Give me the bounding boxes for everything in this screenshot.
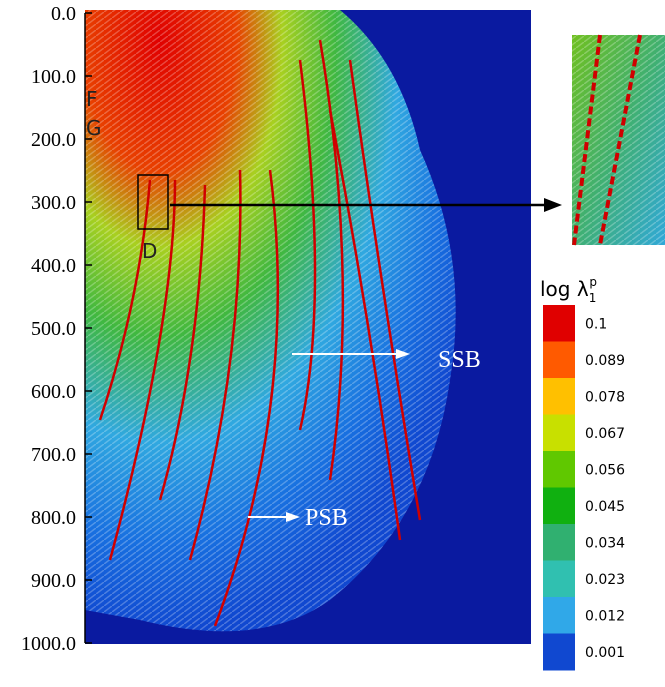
colorbar-label: 0.056	[585, 462, 625, 478]
colorbar-swatch	[543, 597, 575, 634]
colorbar-swatch	[543, 341, 575, 379]
y-tick-label: 600.0	[31, 381, 76, 403]
inset	[572, 34, 665, 246]
annotation: PSB	[305, 505, 348, 531]
colorbar-label: 0.023	[585, 572, 625, 588]
colorbar-swatch	[543, 378, 575, 415]
colorbar-swatch	[543, 305, 575, 342]
y-tick-label: 900.0	[31, 570, 76, 592]
colorbar-label: 0.045	[585, 499, 625, 515]
colorbar-label: 0.1	[585, 316, 607, 332]
y-tick-label: 300.0	[31, 192, 76, 214]
y-tick-label: 1000.0	[21, 633, 76, 655]
y-tick-label: 800.0	[31, 507, 76, 529]
annotation: G	[86, 116, 102, 140]
colorbar-label: 0.012	[585, 608, 625, 624]
colorbar-label: 0.067	[585, 426, 625, 442]
colorbar-swatch	[543, 560, 575, 598]
y-tick-label: 500.0	[31, 318, 76, 340]
annotation: F	[86, 87, 98, 111]
y-tick-label: 700.0	[31, 444, 76, 466]
field: SSB PSB F G D	[85, 10, 562, 644]
y-tick-label: 0.0	[51, 3, 76, 25]
colorbar-swatch	[543, 487, 575, 525]
y-tick-label: 200.0	[31, 129, 76, 151]
colorbar-label: 0.034	[585, 535, 625, 551]
colorbar-swatch	[543, 524, 575, 561]
annotation: SSB	[438, 347, 481, 373]
colorbar-swatch	[543, 414, 575, 452]
annotation: D	[142, 239, 157, 263]
y-tick-label: 400.0	[31, 255, 76, 277]
y-tick-label: 100.0	[31, 66, 76, 88]
colorbar-label: 0.001	[585, 645, 625, 661]
colorbar-swatch	[543, 633, 575, 671]
colorbar-title: log λ1p	[540, 275, 597, 305]
colorbar-swatch	[543, 451, 575, 488]
colorbar-label: 0.078	[585, 389, 625, 405]
colorbar-label: 0.089	[585, 353, 625, 369]
